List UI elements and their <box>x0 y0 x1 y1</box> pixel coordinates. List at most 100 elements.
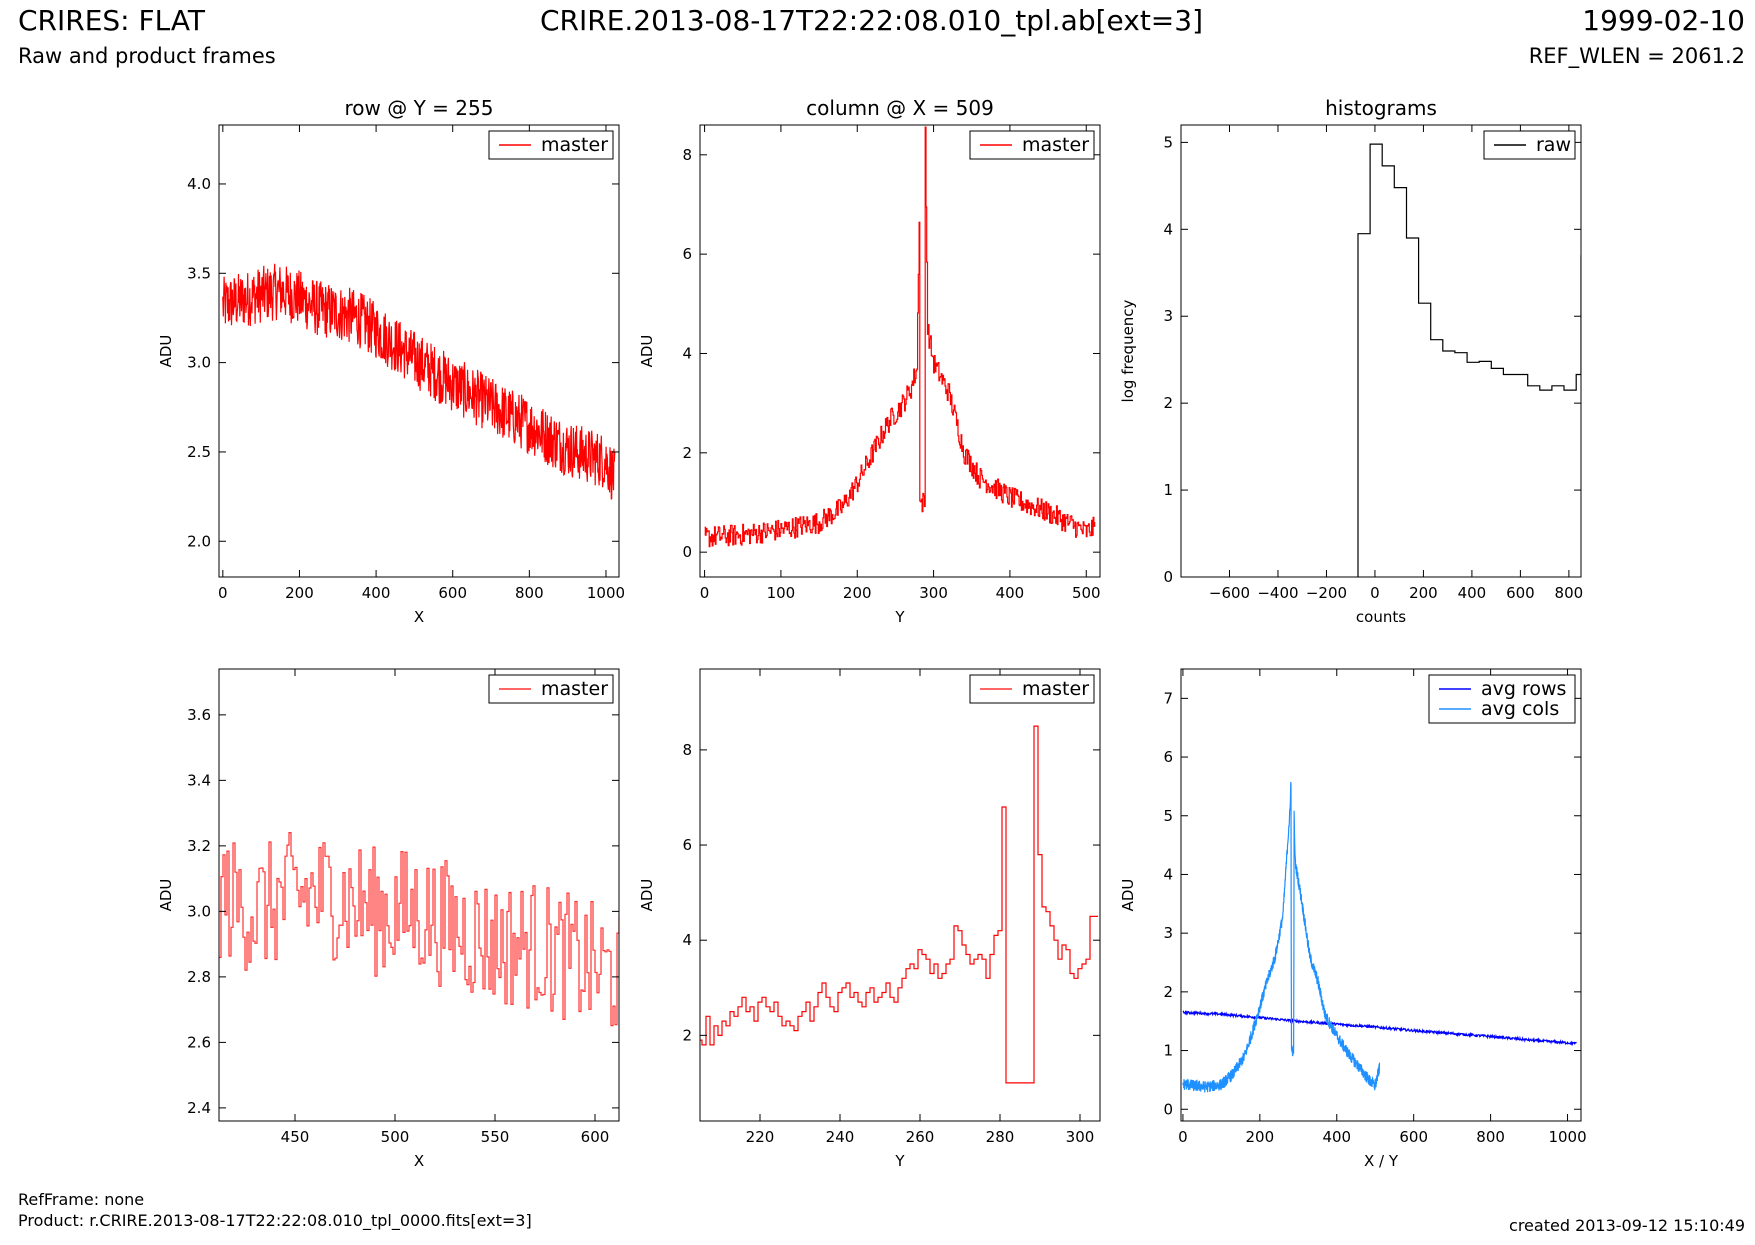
y-axis-label: ADU <box>157 335 175 368</box>
plot-area <box>700 725 1098 1084</box>
y-tick-label: 4 <box>1163 865 1173 883</box>
y-tick-label: 4.0 <box>187 175 211 193</box>
x-tick-label: 240 <box>826 1128 855 1146</box>
series-line-master <box>700 725 1098 1084</box>
created-timestamp: created 2013-09-12 15:10:49 <box>1509 1216 1745 1235</box>
x-axis-label: counts <box>1356 608 1406 626</box>
y-tick-label: 2 <box>682 444 692 462</box>
y-tick-label: 5 <box>1163 133 1173 151</box>
page-subtitle: Raw and product frames <box>18 44 276 68</box>
plot-area <box>222 263 616 500</box>
chart-panel-row: 0 200 400 600 800 1000 2.0 2.5 3.0 3.5 4.0 row @ Y … <box>157 96 625 626</box>
y-tick-label: 3 <box>1163 307 1173 325</box>
y-tick-label: 3.0 <box>187 354 211 372</box>
x-tick-label: 600 <box>581 1128 610 1146</box>
x-tick-label: 280 <box>986 1128 1015 1146</box>
x-tick-label: 300 <box>919 584 948 602</box>
y-tick-label: 2.6 <box>187 1033 211 1051</box>
x-tick-label: 450 <box>281 1128 310 1146</box>
y-tick-label: 1 <box>1163 481 1173 499</box>
plot-frame <box>1180 668 1582 1122</box>
y-tick-label: 0 <box>1163 568 1173 586</box>
plot-frame <box>1180 124 1582 578</box>
y-tick-label: 2 <box>682 1026 692 1044</box>
x-tick-label: 200 <box>285 584 314 602</box>
series-line-raw <box>1357 143 1581 577</box>
legend-box <box>1428 674 1576 724</box>
x-tick-label: 800 <box>515 584 544 602</box>
x-tick-label: 500 <box>1072 584 1101 602</box>
date-title: 1999-02-10 <box>1582 4 1745 37</box>
x-tick-label: 500 <box>381 1128 410 1146</box>
legend-box <box>969 130 1095 160</box>
y-axis-label: ADU <box>638 335 656 368</box>
x-tick-label: 800 <box>1555 584 1584 602</box>
y-tick-label: 8 <box>682 741 692 759</box>
x-tick-label: 600 <box>1506 584 1535 602</box>
chart-title: row @ Y = 255 <box>345 96 494 120</box>
plot-frame <box>218 124 620 578</box>
x-tick-label: 400 <box>1322 1128 1351 1146</box>
legend-label: master <box>1022 678 1089 700</box>
y-axis-label: log frequency <box>1119 299 1137 402</box>
plot-frame <box>218 668 620 1122</box>
series-line-avg-rows <box>1182 1009 1577 1047</box>
x-tick-label: 200 <box>843 584 872 602</box>
y-tick-label: 3.5 <box>187 264 211 282</box>
plot-area <box>1182 781 1577 1093</box>
y-tick-label: 2.5 <box>187 443 211 461</box>
legend: master <box>488 674 614 704</box>
y-tick-label: 6 <box>682 245 692 263</box>
chart-panel-hist: −600 −400 −200 0 200 400 600 800 0 1 2 3 4 5 histogram… <box>1119 96 1583 626</box>
legend: master <box>969 674 1095 704</box>
chart-panel-row-zoom: 450 500 550 600 2.4 2.6 2.8 3.0 3.2 3.4 3.6 X ADU mas… <box>157 668 620 1170</box>
product-note: Product: r.CRIRE.2013-08-17T22:22:08.010… <box>18 1211 532 1230</box>
y-tick-label: 8 <box>682 146 692 164</box>
y-tick-label: 2.4 <box>187 1099 211 1117</box>
y-axis-label: ADU <box>1119 879 1137 912</box>
x-axis-label: X / Y <box>1364 1152 1399 1170</box>
x-tick-label: 1000 <box>1548 1128 1586 1146</box>
x-tick-label: 0 <box>1370 584 1380 602</box>
y-axis-label: ADU <box>157 879 175 912</box>
legend: master <box>488 130 614 160</box>
x-tick-label: −400 <box>1257 584 1298 602</box>
y-tick-label: 4 <box>682 344 692 362</box>
y-axis-label: ADU <box>638 879 656 912</box>
x-tick-label: 400 <box>996 584 1025 602</box>
y-tick-label: 1 <box>1163 1042 1173 1060</box>
plot-area <box>1357 143 1581 577</box>
y-tick-label: 3.4 <box>187 771 211 789</box>
x-axis-label: X <box>414 1152 424 1170</box>
x-tick-label: 0 <box>700 584 710 602</box>
x-tick-label: 1000 <box>587 584 625 602</box>
chart-panel-avg: 0 200 400 600 800 1000 0 1 2 3 4 5 6 7 X / Y ADU avg row… <box>1119 668 1587 1170</box>
x-tick-label: −200 <box>1306 584 1347 602</box>
x-axis-label: X <box>414 608 424 626</box>
chart-title: histograms <box>1325 96 1437 120</box>
legend-label: avg rows <box>1481 678 1566 700</box>
x-tick-label: 550 <box>481 1128 510 1146</box>
x-axis-label: Y <box>894 1152 905 1170</box>
y-tick-label: 3.6 <box>187 706 211 724</box>
x-tick-label: 400 <box>1458 584 1487 602</box>
legend: master <box>969 130 1095 160</box>
legend-label: raw <box>1536 134 1571 156</box>
x-tick-label: 0 <box>1178 1128 1188 1146</box>
y-tick-label: 6 <box>682 836 692 854</box>
x-tick-label: 200 <box>1409 584 1438 602</box>
x-tick-label: 600 <box>438 584 467 602</box>
y-tick-label: 3 <box>1163 924 1173 942</box>
legend-label: master <box>541 678 608 700</box>
y-tick-label: 3.0 <box>187 902 211 920</box>
y-tick-label: 4 <box>1163 220 1173 238</box>
y-tick-label: 3.2 <box>187 837 211 855</box>
chart-panel-col: 0 100 200 300 400 500 0 2 4 6 8 column @ X = 509 Y AD… <box>638 96 1101 626</box>
ref-wlen: REF_WLEN = 2061.2 <box>1528 44 1745 68</box>
plot-frame <box>699 124 1101 578</box>
page-title: CRIRES: FLAT <box>18 4 205 37</box>
x-tick-label: 260 <box>906 1128 935 1146</box>
x-tick-label: 400 <box>362 584 391 602</box>
x-axis-label: Y <box>894 608 905 626</box>
